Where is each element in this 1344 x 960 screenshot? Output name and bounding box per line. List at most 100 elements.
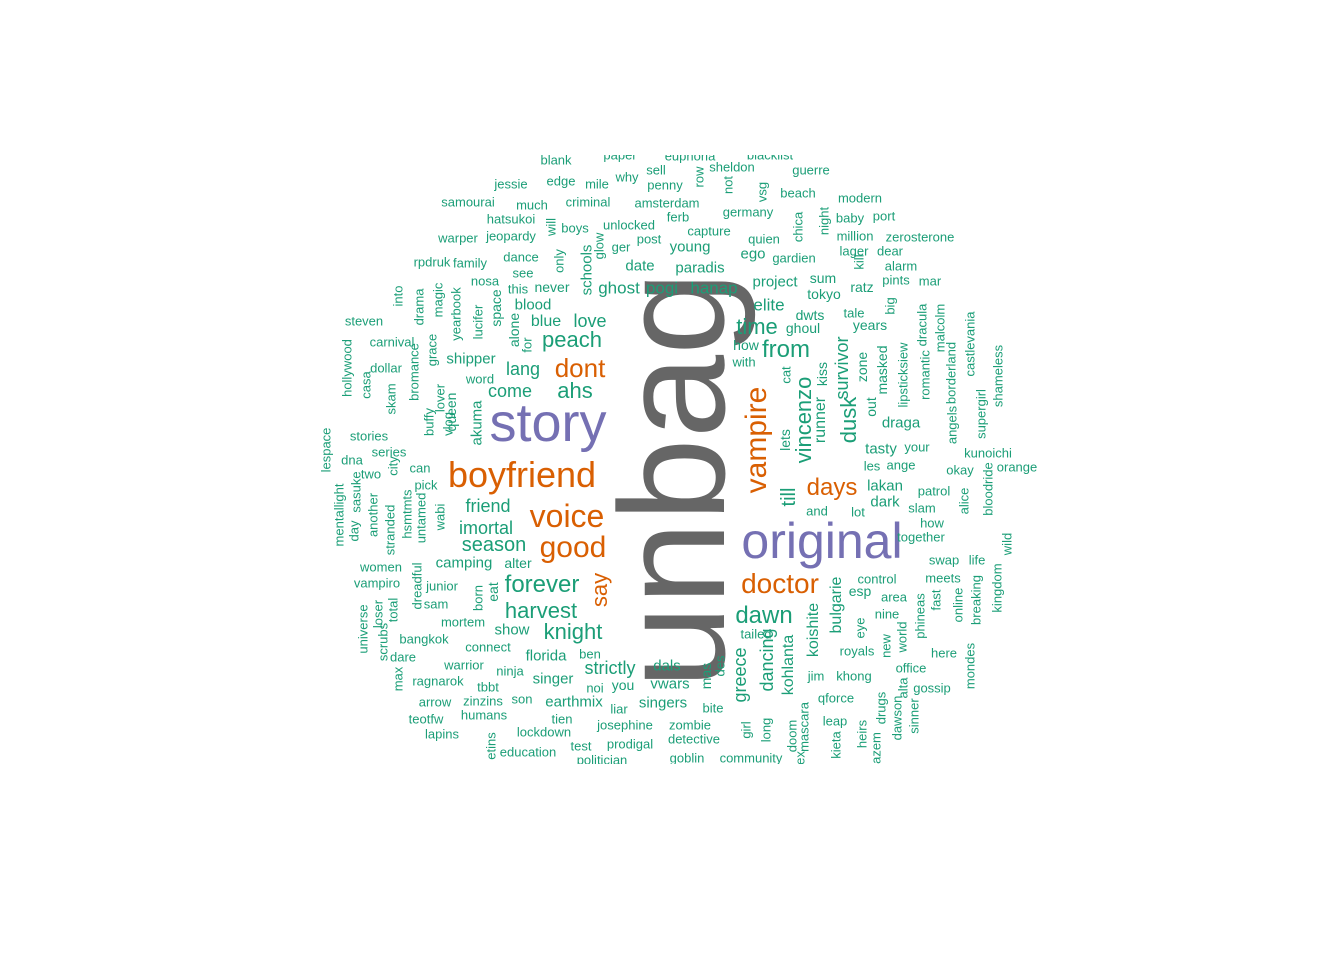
word-mortem: mortem bbox=[440, 614, 486, 630]
word-dna: dna bbox=[341, 452, 363, 468]
word-universe: universe bbox=[355, 604, 371, 654]
word-stranded: stranded bbox=[382, 504, 398, 556]
word-paradis: paradis bbox=[675, 259, 725, 277]
word-ex: ex bbox=[792, 751, 808, 764]
word-camping: camping bbox=[435, 554, 493, 572]
word-sam: sam bbox=[423, 596, 449, 612]
word-kiss: kiss bbox=[814, 361, 830, 387]
word-connect: connect bbox=[465, 639, 511, 655]
word-noi: noi bbox=[586, 680, 604, 696]
word-ben: ben bbox=[579, 646, 601, 662]
word-zerosterone: zerosterone bbox=[885, 229, 955, 245]
word-kohlanta: kohlanta bbox=[780, 634, 797, 696]
word-survivor: survivor bbox=[832, 336, 852, 400]
word-hollywood: hollywood bbox=[339, 339, 355, 397]
word-days: days bbox=[806, 474, 858, 501]
word-lipsticksiew: lipsticksiew bbox=[895, 342, 911, 408]
word-fast: fast bbox=[928, 589, 944, 611]
word-warrior: warrior bbox=[444, 657, 484, 673]
word-sum: sum bbox=[809, 270, 837, 286]
word-zinzins: zinzins bbox=[463, 693, 503, 709]
word-and: and bbox=[806, 503, 828, 519]
word-boys: boys bbox=[561, 220, 589, 236]
word-together: together bbox=[897, 529, 945, 545]
word-penny: penny bbox=[647, 177, 683, 193]
word-kieta: kieta bbox=[828, 731, 844, 759]
word-okay: okay bbox=[946, 462, 974, 478]
word-alice: alice bbox=[956, 487, 972, 515]
word-boyfriend: boyfriend bbox=[447, 454, 597, 495]
word-till: till bbox=[778, 487, 800, 507]
word-masked: masked bbox=[874, 345, 890, 395]
word-humans: humans bbox=[460, 707, 508, 723]
word-drugs: drugs bbox=[873, 691, 889, 725]
word-out: out bbox=[863, 397, 879, 417]
word-family: family bbox=[453, 255, 487, 271]
word-not: not bbox=[720, 175, 736, 195]
word-nosa: nosa bbox=[470, 273, 500, 289]
word-your: your bbox=[904, 439, 930, 455]
word-patrol: patrol bbox=[917, 483, 951, 499]
word-orange: orange bbox=[996, 459, 1038, 475]
word-stories: stories bbox=[349, 428, 389, 444]
word-port: port bbox=[872, 208, 896, 224]
word-sell: sell bbox=[646, 162, 666, 178]
word-buffy: buffy bbox=[421, 408, 437, 436]
word-quien: quien bbox=[748, 231, 780, 247]
word-row: row bbox=[691, 166, 707, 188]
word-singers: singers bbox=[638, 694, 688, 712]
word-esp: esp bbox=[848, 583, 872, 599]
word-ninja: ninja bbox=[496, 663, 524, 679]
word-arrow: arrow bbox=[418, 694, 452, 710]
word-strictly: strictly bbox=[584, 658, 636, 678]
word-amsterdam: amsterdam bbox=[634, 195, 700, 211]
word-lapins: lapins bbox=[425, 726, 459, 742]
word-bulgarie: bulgarie bbox=[828, 576, 845, 634]
word-online: online bbox=[950, 587, 966, 623]
word-paper: paper bbox=[603, 155, 637, 163]
word-new: new bbox=[878, 634, 894, 658]
word-lot: lot bbox=[851, 504, 865, 520]
word-shameless: shameless bbox=[990, 344, 1006, 408]
word-dracula: dracula bbox=[914, 303, 930, 347]
word-elite: elite bbox=[753, 295, 785, 315]
word-post: post bbox=[636, 231, 662, 247]
word-lespace: lespace bbox=[318, 427, 334, 473]
word-office: office bbox=[895, 660, 927, 676]
word-dawn: dawn bbox=[735, 602, 793, 629]
word-earthmix: earthmix bbox=[545, 693, 603, 711]
word-big: big bbox=[882, 297, 898, 315]
word-see: see bbox=[512, 265, 534, 281]
word-magic: magic bbox=[430, 282, 446, 318]
word-space: space bbox=[488, 289, 504, 327]
word-control: control bbox=[857, 571, 897, 587]
word-born: born bbox=[470, 584, 486, 612]
word-young: young bbox=[669, 238, 711, 256]
word-alta: alta bbox=[895, 677, 911, 699]
word-dark: dark bbox=[870, 493, 900, 511]
word-untamed: untamed bbox=[413, 492, 429, 544]
word-vwars: vwars bbox=[650, 675, 690, 693]
word-meets: meets bbox=[925, 570, 961, 586]
word-years: years bbox=[852, 317, 888, 333]
word-mentallight: mentallight bbox=[331, 483, 347, 547]
word-malcolm: malcolm bbox=[932, 303, 948, 353]
word-blank: blank bbox=[540, 155, 572, 168]
word-castlevania: castlevania bbox=[962, 311, 978, 377]
word-hsmtmts: hsmtmts bbox=[399, 489, 415, 539]
word-girl: girl bbox=[738, 721, 754, 739]
word-ghoul: ghoul bbox=[785, 320, 821, 336]
word-royals: royals bbox=[839, 643, 875, 659]
word-cloud-clip: unbag original story boyfriend vampire voice g… bbox=[0, 155, 1344, 764]
word-city: city bbox=[385, 456, 401, 476]
word-sasuke: sasuke bbox=[348, 471, 364, 513]
word-skam: skam bbox=[383, 383, 399, 415]
word-gardien: gardien bbox=[772, 250, 816, 266]
word-dwts: dwts bbox=[795, 307, 825, 323]
word-warper: warper bbox=[438, 230, 478, 246]
word-bite: bite bbox=[702, 700, 724, 716]
word-voice: voice bbox=[529, 498, 605, 534]
word-can: can bbox=[409, 460, 431, 476]
word-lager: lager bbox=[839, 243, 869, 259]
word-tale: tale bbox=[843, 305, 865, 321]
